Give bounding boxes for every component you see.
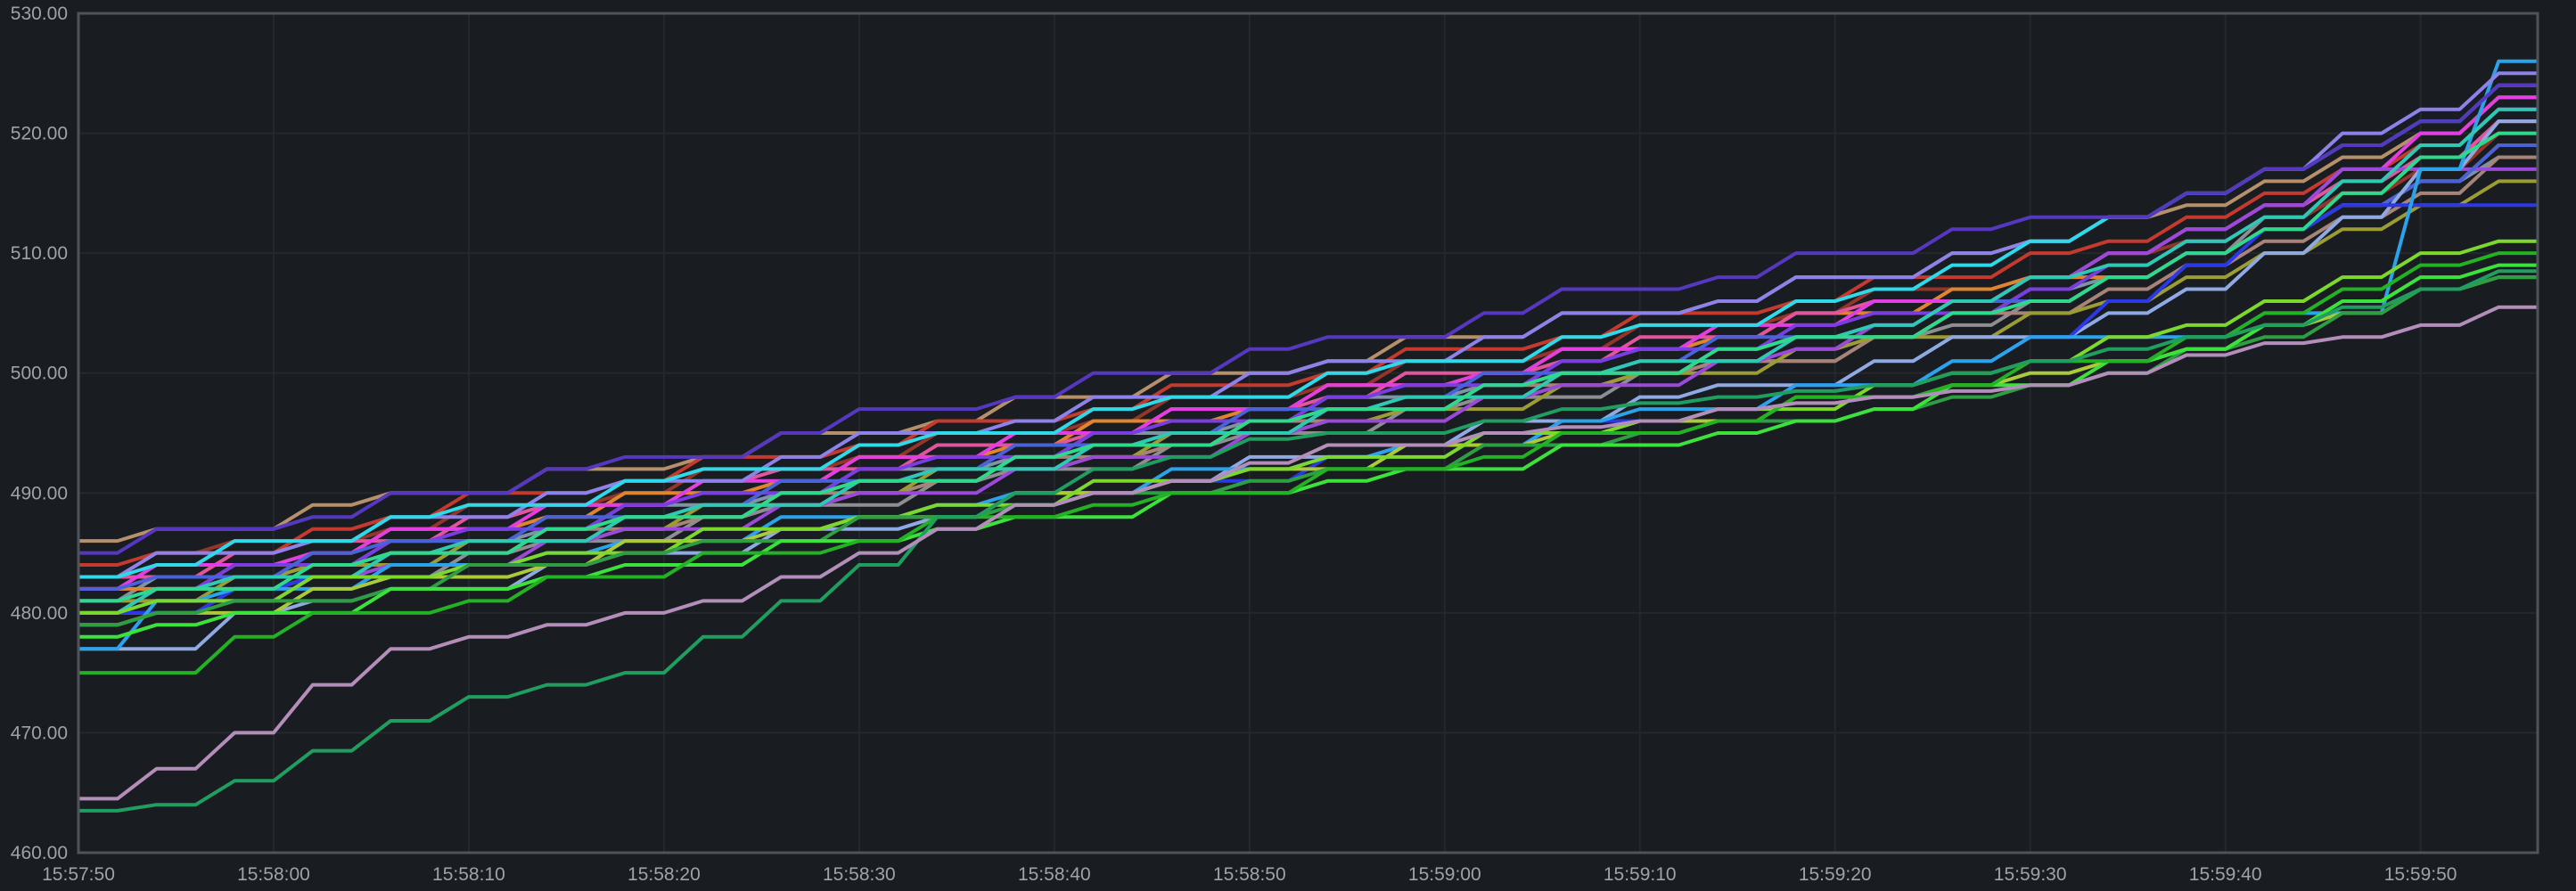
series-line-seagreen: [78, 269, 2538, 813]
series-line-green: [78, 251, 2538, 675]
x-tick-label: 15:58:40: [1018, 864, 1091, 885]
y-tick-label: 490.00: [11, 483, 68, 503]
x-tick-label: 15:58:30: [823, 864, 896, 885]
plot-border: [77, 12, 2539, 854]
y-tick-label: 520.00: [11, 124, 68, 144]
y-tick-label: 510.00: [11, 243, 68, 264]
x-tick-label: 15:59:30: [1994, 864, 2067, 885]
x-tick-label: 15:58:00: [237, 864, 310, 885]
y-tick-label: 460.00: [11, 843, 68, 863]
x-tick-label: 15:59:50: [2384, 864, 2457, 885]
x-tick-label: 15:59:00: [1408, 864, 1481, 885]
x-tick-label: 15:58:50: [1213, 864, 1286, 885]
series-line-chartreuse: [78, 239, 2538, 615]
x-tick-label: 15:59:40: [2189, 864, 2262, 885]
series-line-mauve: [78, 305, 2538, 801]
x-tick-label: 15:58:10: [432, 864, 505, 885]
y-tick-label: 470.00: [11, 723, 68, 743]
series-line-lime: [78, 263, 2538, 639]
x-tick-label: 15:57:50: [42, 864, 115, 885]
x-tick-label: 15:59:20: [1799, 864, 1872, 885]
x-tick-label: 15:58:20: [628, 864, 701, 885]
y-tick-label: 480.00: [11, 603, 68, 624]
series-line-springgreen: [78, 131, 2538, 603]
y-tick-label: 500.00: [11, 364, 68, 384]
series-line-indigo: [78, 83, 2538, 555]
x-tick-label: 15:59:10: [1604, 864, 1677, 885]
series-line-purple: [78, 167, 2538, 615]
y-tick-label: 530.00: [11, 4, 68, 24]
